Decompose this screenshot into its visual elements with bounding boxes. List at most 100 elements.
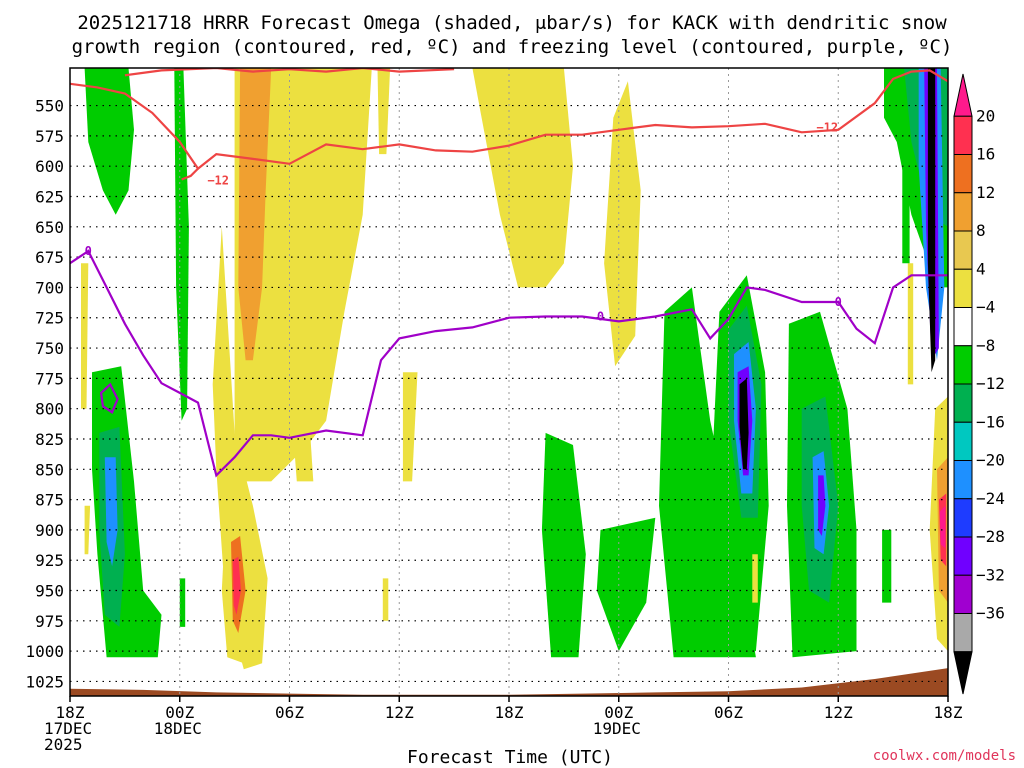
y-tick-label-675: 675	[35, 248, 64, 267]
colorbar-label-3: 8	[976, 221, 986, 240]
dgz-contour-hook	[181, 167, 199, 181]
omega-region-38	[377, 68, 391, 155]
omega-shading	[81, 68, 948, 670]
colorbar-label-4: 4	[976, 259, 986, 278]
x-tick-label-30-0: 00Z	[604, 703, 633, 722]
x-tick-label-0-0: 18Z	[56, 703, 85, 722]
dgz-contour-upper	[124, 68, 455, 77]
x-tick-label-24-0: 18Z	[495, 703, 524, 722]
colorbar-swatch-9	[953, 421, 973, 461]
omega-region-26	[596, 517, 656, 652]
freezing-label-middle: 0	[597, 310, 604, 324]
terrain-fill	[70, 668, 948, 696]
colorbar: 20 16 12 8 4 −4 −8 −12 −16 −20 −24 −28 −32 −36	[953, 73, 1005, 695]
y-tick-label-725: 725	[35, 309, 64, 328]
freezing-label-right: 0	[835, 295, 842, 309]
y-tick-label-550: 550	[35, 97, 64, 116]
y-tick-label-575: 575	[35, 127, 64, 146]
freezing-level-contour	[70, 249, 948, 478]
y-tick-label-925: 925	[35, 551, 64, 570]
colorbar-swatch-3	[953, 192, 973, 232]
y-tick-label-825: 825	[35, 430, 64, 449]
omega-region-37	[289, 384, 314, 482]
colorbar-swatch-6	[953, 307, 973, 347]
colorbar-swatch-11	[953, 498, 973, 538]
colorbar-swatch-12	[953, 536, 973, 576]
y-tick-label-1025: 1025	[25, 672, 64, 691]
x-tick-label-36-0: 06Z	[714, 703, 743, 722]
omega-region-36	[84, 505, 91, 555]
omega-region-0	[234, 68, 372, 482]
colorbar-label-7: −12	[976, 374, 1005, 393]
omega-region-42	[179, 578, 186, 627]
x-tick-label-0-2: 2025	[44, 735, 83, 754]
colorbar-label-6: −8	[976, 336, 995, 355]
x-tick-label-42-0: 12Z	[824, 703, 853, 722]
y-tick-label-875: 875	[35, 491, 64, 510]
dgz-label-left: −12	[207, 174, 229, 188]
dgz-label-right: −12	[816, 120, 838, 134]
colorbar-tip-bottom	[953, 651, 973, 695]
colorbar-label-2: 12	[976, 183, 995, 202]
omega-region-24	[927, 68, 936, 373]
colorbar-swatch-1	[953, 115, 973, 155]
x-axis-label: Forecast Time (UTC)	[407, 747, 613, 768]
freezing-label-left: 0	[85, 244, 92, 258]
x-tick-label-0-1: 17DEC	[44, 719, 92, 738]
y-tick-label-1000: 1000	[25, 642, 64, 661]
x-tick-label-6-1: 18DEC	[154, 719, 202, 738]
colorbar-swatch-14	[953, 613, 973, 653]
colorbar-swatch-10	[953, 460, 973, 500]
omega-region-15	[739, 378, 749, 470]
colorbar-label-13: −36	[976, 604, 1005, 623]
x-tick-label-12-0: 06Z	[275, 703, 304, 722]
omega-region-41	[382, 578, 389, 621]
terrain-polygon	[70, 668, 948, 696]
omega-region-19	[818, 475, 826, 536]
omega-region-30	[939, 505, 946, 549]
colorbar-label-12: −32	[976, 565, 1005, 584]
x-tick-label-6-0: 00Z	[165, 703, 194, 722]
omega-region-33	[232, 556, 241, 615]
y-tick-label-800: 800	[35, 400, 64, 419]
y-tick-label-975: 975	[35, 612, 64, 631]
omega-region-3	[472, 68, 573, 288]
y-tick-label-700: 700	[35, 278, 64, 297]
omega-region-40	[752, 554, 758, 603]
source-credit: coolwx.com/models	[873, 748, 1016, 764]
colorbar-label-1: 16	[976, 145, 995, 164]
x-tick-label-48-0: 18Z	[934, 703, 963, 722]
colorbar-label-0: 20	[976, 106, 995, 125]
colorbar-swatch-8	[953, 383, 973, 423]
chart-title-line2: growth region (contoured, red, ºC) and f…	[72, 36, 953, 58]
omega-region-9	[174, 68, 189, 421]
colorbar-swatch-5	[953, 268, 973, 308]
x-tick-label-30-1: 19DEC	[593, 719, 641, 738]
y-axis-ticks: 550 575 600 625 650 675 700 725 750 775 800 825 850 8…	[25, 97, 64, 692]
omega-region-25	[541, 432, 586, 658]
omega-region-34	[402, 372, 418, 482]
omega-region-44	[902, 166, 910, 264]
colorbar-label-10: −24	[976, 489, 1005, 508]
omega-region-39	[907, 263, 914, 385]
y-tick-label-600: 600	[35, 157, 64, 176]
colorbar-swatch-2	[953, 154, 973, 194]
colorbar-swatch-13	[953, 574, 973, 614]
freezing-level-loop	[99, 382, 119, 414]
contours: −12 −12 0 0 0	[70, 68, 948, 478]
colorbar-label-11: −28	[976, 527, 1005, 546]
y-tick-label-650: 650	[35, 218, 64, 237]
x-tick-label-18-0: 12Z	[385, 703, 414, 722]
colorbar-tip-top	[953, 73, 973, 117]
y-tick-label-900: 900	[35, 521, 64, 540]
dgz-contour	[70, 69, 948, 171]
colorbar-label-5: −4	[976, 298, 995, 317]
omega-region-35	[81, 263, 89, 409]
colorbar-swatch-4	[953, 230, 973, 270]
omega-region-5	[84, 68, 134, 215]
chart-title-line1: 2025121718 HRRR Forecast Omega (shaded, …	[77, 12, 947, 34]
omega-region-43	[882, 529, 892, 603]
colorbar-label-8: −16	[976, 412, 1005, 431]
